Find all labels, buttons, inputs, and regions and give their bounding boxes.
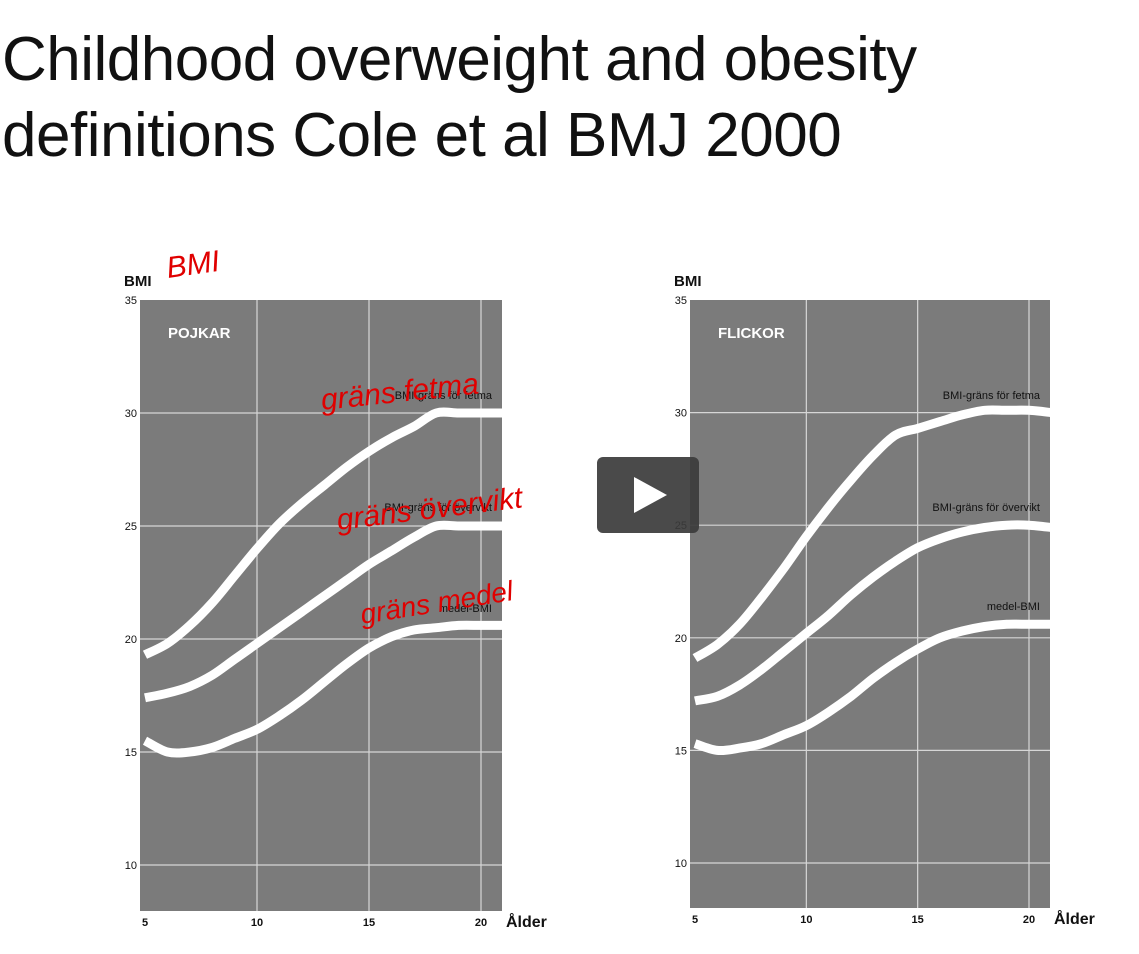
series-label-2: BMI-gräns för övervikt	[932, 502, 1040, 514]
series-line-1	[692, 405, 1052, 662]
y-tick-label-10: 10	[675, 858, 687, 870]
y-tick-label-15: 15	[675, 745, 687, 757]
x-tick-label-15: 15	[363, 917, 375, 929]
series-line-1	[142, 407, 504, 659]
x-tick-label-5: 5	[142, 917, 148, 929]
series-label-3: medel-BMI	[439, 603, 492, 615]
play-icon	[634, 477, 667, 513]
series-label-2: BMI-gräns för övervikt	[384, 502, 492, 514]
y-tick-label-10: 10	[125, 860, 137, 872]
x-axis-label: Ålder	[506, 912, 547, 931]
plot-area	[690, 300, 1050, 908]
y-tick-label-35: 35	[675, 295, 687, 307]
x-axis-label: Ålder	[1054, 909, 1095, 928]
slide-title-line-2: definitions Cole et al BMJ 2000	[2, 101, 842, 170]
slide-title: Childhood overweight and obesity definit…	[2, 22, 917, 174]
series-line-3	[142, 620, 504, 758]
x-tick-label-10: 10	[251, 917, 263, 929]
series-label-1: BMI-gräns för fetma	[395, 390, 493, 402]
slide-title-line-1: Childhood overweight and obesity	[2, 25, 917, 94]
panel-label: FLICKOR	[718, 325, 785, 342]
plot-area	[140, 300, 502, 911]
series-label-1: BMI-gräns för fetma	[943, 390, 1041, 402]
x-tick-label-10: 10	[800, 914, 812, 926]
handwritten-annotation-1: BMI	[164, 245, 221, 285]
y-tick-label-15: 15	[125, 747, 137, 759]
y-tick-label-25: 25	[125, 521, 137, 533]
panel-label: POJKAR	[168, 325, 231, 342]
chart-panel-flickor: BMI-gräns för fetma BMI-gräns för övervik…	[674, 273, 1095, 928]
y-tick-label-30: 30	[675, 408, 687, 420]
chart-panel-pojkar: BMI-gräns för fetma BMI-gräns för övervik…	[124, 245, 547, 931]
y-tick-label-20: 20	[125, 634, 137, 646]
x-tick-label-20: 20	[475, 917, 487, 929]
y-tick-label-20: 20	[675, 633, 687, 645]
y-axis-label: BMI	[674, 273, 702, 290]
y-tick-label-35: 35	[125, 295, 137, 307]
x-tick-label-20: 20	[1023, 914, 1035, 926]
series-line-2	[694, 520, 1052, 706]
play-button[interactable]	[597, 457, 699, 533]
x-tick-label-15: 15	[912, 914, 924, 926]
series-line-2	[144, 520, 504, 703]
y-tick-label-30: 30	[125, 408, 137, 420]
x-tick-label-5: 5	[692, 914, 698, 926]
y-axis-label: BMI	[124, 273, 152, 290]
series-label-3: medel-BMI	[987, 601, 1040, 613]
series-line-3	[693, 619, 1052, 756]
